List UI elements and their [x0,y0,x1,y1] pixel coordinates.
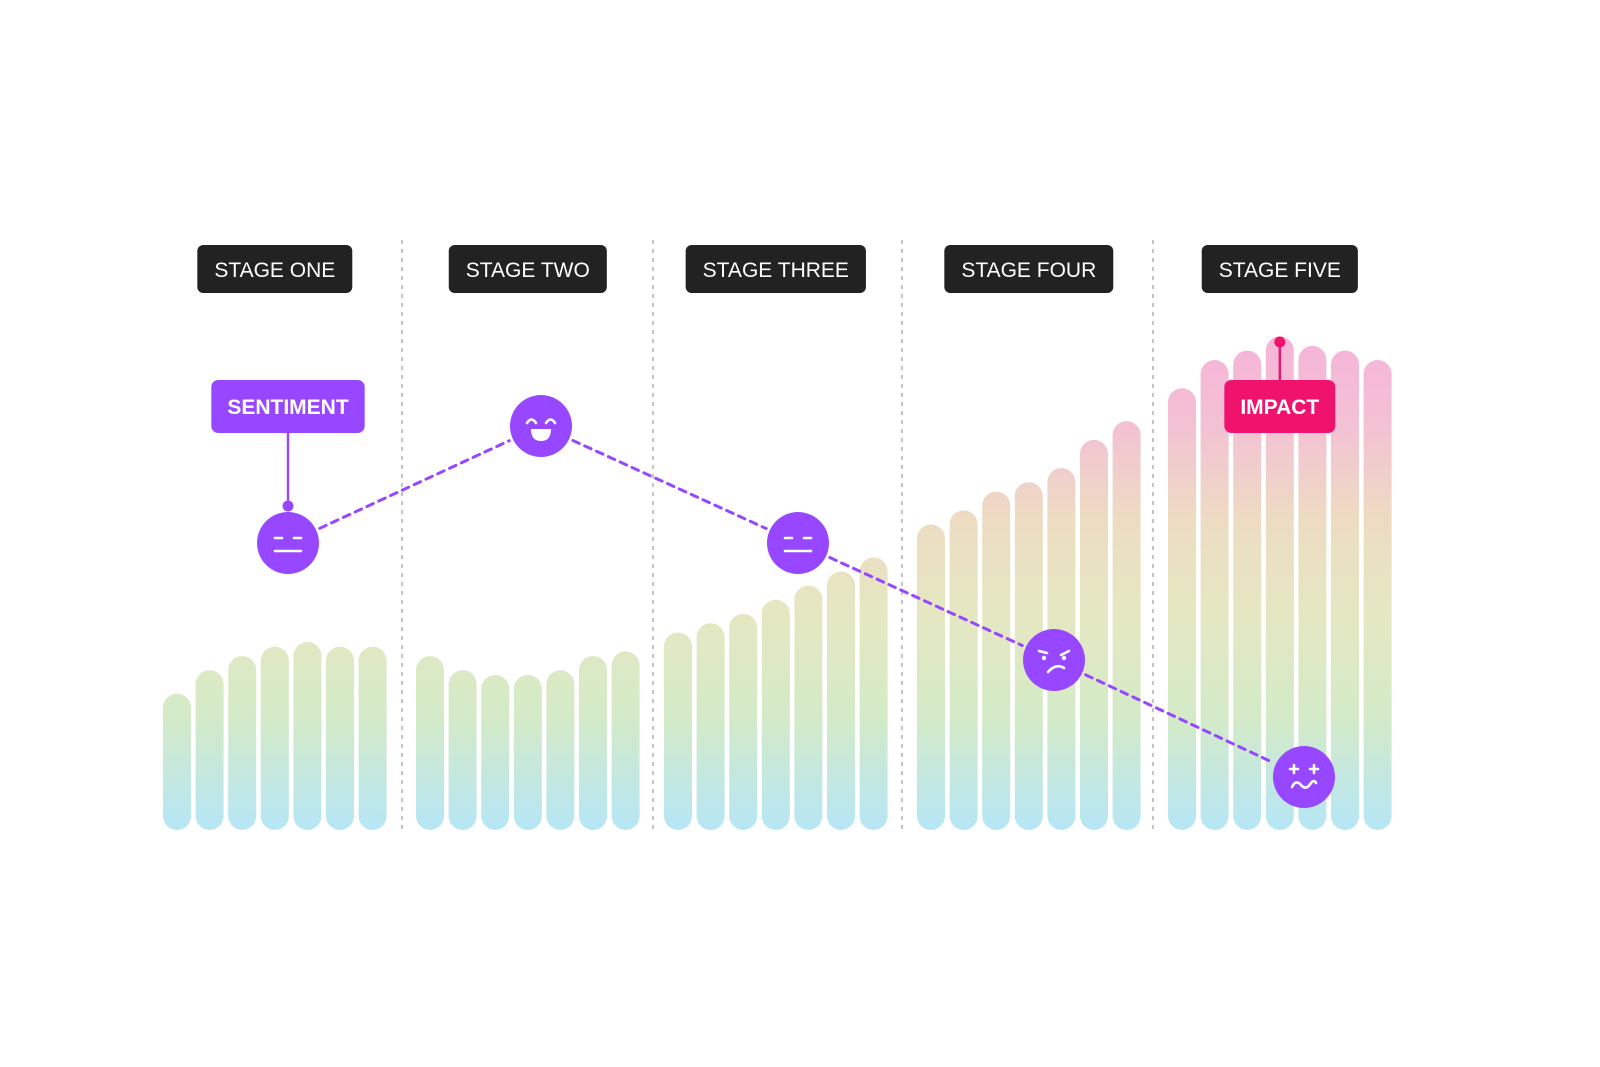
bar [982,491,1011,830]
sentiment-line-segment [828,556,1024,647]
bar [1080,439,1108,830]
stage-badge-bg [944,245,1114,293]
bar [1298,345,1327,830]
bar [579,656,607,830]
bar [163,693,191,830]
sentiment-line-segment [318,439,511,530]
stage-badge: STAGE ONE [197,245,353,293]
bar [448,670,477,830]
neutral-face-icon [767,512,829,574]
bar [260,646,289,830]
stage-label: STAGE FIVE [1219,259,1341,282]
bar [827,571,855,830]
bars-layer [163,336,1392,830]
stage-label: STAGE TWO [466,259,590,282]
stage-badge-bg [448,245,607,293]
bar [696,623,725,830]
dizzy-face-icon [1273,746,1335,808]
bar [358,646,387,830]
bar [1233,350,1262,830]
stage-badge: STAGE FIVE [1201,245,1358,293]
bar [326,646,354,830]
frustrated-face-icon [1023,629,1085,691]
bar [794,585,823,830]
bar [1168,388,1196,830]
stage-badge-bg [197,245,353,293]
bar [761,599,790,830]
stage-badge: STAGE FOUR [944,245,1114,293]
bar [228,656,257,830]
sentiment-layer: SENTIMENT [211,380,1335,808]
stage-badge: STAGE TWO [448,245,607,293]
impact-badge [1224,380,1336,433]
sentiment-callout: SENTIMENT [211,380,365,512]
bar [1363,360,1392,830]
stage-label: STAGE ONE [214,259,335,282]
bar [481,674,510,830]
bar [611,651,640,830]
stage-badges: STAGE ONE STAGE TWO STAGE THREE STAGE FOUR S… [197,245,1358,293]
stage-label: STAGE THREE [703,259,849,282]
sentiment-line-segment [571,439,768,530]
bar [664,632,692,830]
bar [546,670,575,830]
stage-badge-bg [685,245,866,293]
bar [1200,360,1229,830]
bar [917,524,945,830]
bar [949,510,978,830]
sentiment-label: SENTIMENT [227,396,349,419]
bar [729,613,758,830]
stage-badge: STAGE THREE [685,245,866,293]
bar [1112,421,1141,830]
impact-label: IMPACT [1240,396,1319,419]
stage-label: STAGE FOUR [961,259,1096,282]
bar [416,656,444,830]
bar [513,674,542,830]
impact-anchor-dot [1274,336,1286,348]
sentiment-line-segment [1084,673,1274,764]
stage-badge-bg [1201,245,1358,293]
bar [195,670,224,830]
happy-face-icon [510,395,572,457]
sentiment-anchor-dot [282,500,294,512]
bar [859,557,888,830]
neutral-face-icon [257,512,319,574]
impact-layer: IMPACT [1224,336,1336,433]
bar [1265,336,1294,830]
bar [1331,350,1359,830]
bar [293,642,322,830]
